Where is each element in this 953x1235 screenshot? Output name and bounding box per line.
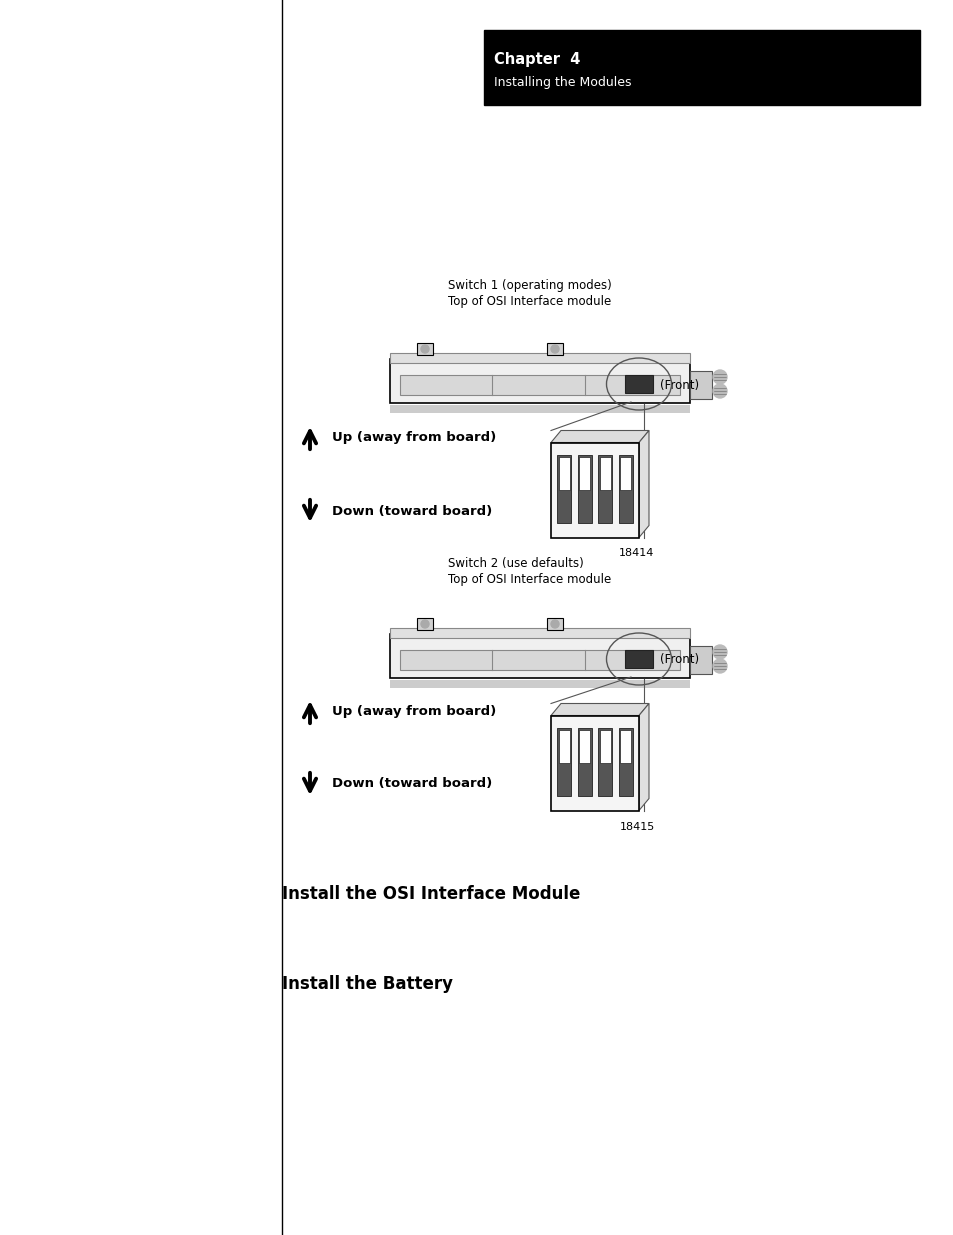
- Text: Top of OSI Interface module: Top of OSI Interface module: [448, 573, 611, 585]
- Text: Up (away from board): Up (away from board): [332, 705, 496, 719]
- Circle shape: [712, 370, 726, 384]
- Circle shape: [420, 345, 429, 353]
- Bar: [578, 727, 591, 797]
- Text: Install the Battery: Install the Battery: [282, 974, 453, 993]
- Text: (Front): (Front): [659, 653, 699, 667]
- Text: 18414: 18414: [618, 548, 654, 558]
- Bar: [390, 353, 689, 363]
- Bar: [399, 650, 679, 671]
- Bar: [689, 370, 711, 399]
- Bar: [390, 680, 689, 688]
- Bar: [551, 442, 639, 537]
- Bar: [390, 405, 689, 412]
- Bar: [557, 454, 571, 524]
- Bar: [558, 457, 569, 490]
- Bar: [598, 727, 612, 797]
- Text: Down (toward board): Down (toward board): [332, 778, 492, 790]
- Bar: [546, 618, 562, 630]
- Bar: [399, 375, 679, 395]
- Circle shape: [551, 345, 558, 353]
- Bar: [599, 457, 610, 490]
- Bar: [557, 727, 571, 797]
- Bar: [416, 618, 433, 630]
- Text: Switch 1 (operating modes): Switch 1 (operating modes): [448, 279, 611, 291]
- Text: Installing the Modules: Installing the Modules: [494, 77, 631, 89]
- Bar: [689, 646, 711, 674]
- Text: Chapter  4: Chapter 4: [494, 52, 579, 67]
- Bar: [390, 634, 689, 678]
- Bar: [618, 454, 632, 524]
- Bar: [390, 359, 689, 403]
- Bar: [619, 457, 631, 490]
- Bar: [619, 730, 631, 763]
- Text: Up (away from board): Up (away from board): [332, 431, 496, 445]
- Text: Switch 2 (use defaults): Switch 2 (use defaults): [448, 557, 583, 571]
- Bar: [416, 343, 433, 354]
- Text: Install the OSI Interface Module: Install the OSI Interface Module: [282, 885, 579, 903]
- Bar: [618, 727, 632, 797]
- Text: Top of OSI Interface module: Top of OSI Interface module: [448, 295, 611, 308]
- Text: Down (toward board): Down (toward board): [332, 505, 492, 517]
- Bar: [558, 730, 569, 763]
- Bar: [546, 343, 562, 354]
- Bar: [551, 715, 639, 810]
- Circle shape: [551, 620, 558, 629]
- Bar: [578, 730, 590, 763]
- Bar: [578, 457, 590, 490]
- Polygon shape: [551, 704, 648, 715]
- Bar: [578, 454, 591, 524]
- Text: (Front): (Front): [659, 378, 699, 391]
- Bar: [483, 30, 919, 105]
- Text: 18415: 18415: [618, 823, 654, 832]
- Circle shape: [712, 659, 726, 673]
- Circle shape: [712, 645, 726, 659]
- Circle shape: [712, 384, 726, 398]
- Bar: [599, 730, 610, 763]
- Polygon shape: [639, 431, 648, 537]
- Bar: [624, 375, 652, 393]
- Polygon shape: [551, 431, 648, 442]
- Bar: [390, 629, 689, 638]
- Circle shape: [420, 620, 429, 629]
- Bar: [598, 454, 612, 524]
- Bar: [624, 650, 652, 668]
- Polygon shape: [639, 704, 648, 810]
